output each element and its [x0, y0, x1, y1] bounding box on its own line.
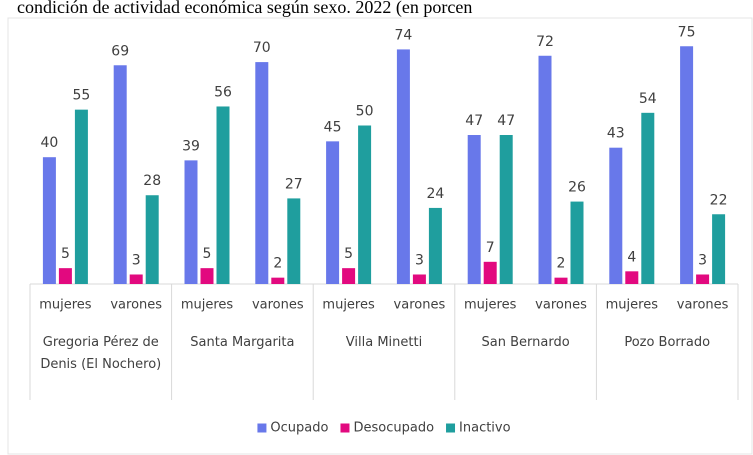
- value-label: 3: [415, 252, 424, 268]
- legend-swatch: [257, 423, 267, 433]
- group-label: Santa Margarita: [190, 335, 294, 350]
- bar: [483, 261, 497, 284]
- value-label: 2: [273, 256, 282, 272]
- bar: [58, 268, 72, 284]
- bar: [200, 268, 214, 284]
- x-tick-label: mujeres: [606, 298, 659, 313]
- value-label: 43: [607, 126, 625, 142]
- bar: [467, 135, 481, 284]
- x-tick-label: mujeres: [181, 298, 234, 313]
- value-label: 4: [627, 249, 636, 265]
- value-label: 22: [710, 192, 728, 208]
- group-label: Gregoria Pérez de Denis (El Nochero): [40, 335, 161, 372]
- chart-frame: [7, 17, 753, 455]
- x-tick-label: mujeres: [464, 298, 517, 313]
- value-label: 74: [394, 27, 412, 43]
- bar: [145, 195, 159, 284]
- bar: [680, 46, 694, 284]
- group-label-line: Santa Margarita: [190, 335, 294, 350]
- value-label: 28: [143, 173, 161, 189]
- bar: [113, 65, 127, 285]
- legend-label: Ocupado: [270, 421, 328, 436]
- value-label: 54: [639, 91, 657, 107]
- value-label: 5: [203, 246, 212, 262]
- bar: [625, 271, 639, 284]
- bar: [538, 55, 552, 285]
- bar: [271, 277, 285, 284]
- value-label: 69: [111, 43, 129, 59]
- bar: [412, 274, 426, 284]
- bar: [712, 214, 726, 284]
- group-label-line: Villa Minetti: [346, 335, 422, 350]
- group-label-line: Denis (El Nochero): [40, 357, 161, 372]
- value-label: 75: [678, 24, 696, 40]
- bar: [216, 106, 230, 284]
- bar: [570, 201, 584, 284]
- bar: [287, 198, 301, 284]
- bar: [641, 112, 655, 284]
- value-label: 5: [344, 246, 353, 262]
- bar: [554, 277, 568, 284]
- bar: [42, 157, 56, 284]
- x-tick-label: varones: [535, 298, 587, 313]
- value-label: 24: [426, 186, 444, 202]
- bar: [255, 62, 269, 284]
- chart-title: condición de actividad económica según s…: [17, 0, 472, 18]
- legend-label: Desocupado: [353, 421, 434, 436]
- value-label: 56: [214, 84, 232, 100]
- value-label: 70: [253, 40, 271, 56]
- bar: [696, 274, 710, 284]
- bar: [74, 109, 88, 285]
- group-label: San Bernardo: [482, 335, 570, 350]
- value-label: 47: [465, 113, 483, 129]
- value-label: 27: [285, 176, 303, 192]
- bar: [129, 274, 143, 284]
- x-tick-label: mujeres: [39, 298, 92, 313]
- value-label: 26: [568, 180, 586, 196]
- bar: [342, 268, 356, 284]
- legend-swatch: [446, 423, 456, 433]
- group-label-line: Pozo Borrado: [624, 335, 710, 350]
- value-label: 7: [486, 240, 495, 256]
- value-label: 39: [182, 138, 200, 154]
- legend-label: Inactivo: [459, 421, 511, 436]
- legend-swatch: [340, 423, 350, 433]
- group-label: Pozo Borrado: [624, 335, 710, 350]
- x-tick-label: mujeres: [322, 298, 375, 313]
- bar: [609, 147, 623, 284]
- bar: [499, 135, 513, 284]
- value-label: 5: [61, 246, 70, 262]
- value-label: 40: [40, 135, 58, 151]
- x-tick-label: varones: [110, 298, 162, 313]
- group-label-line: San Bernardo: [482, 335, 570, 350]
- bar: [358, 125, 372, 284]
- value-label: 3: [132, 252, 141, 268]
- value-label: 2: [557, 256, 566, 272]
- x-tick-label: varones: [677, 298, 729, 313]
- group-label: Villa Minetti: [346, 335, 422, 350]
- group-label-line: Gregoria Pérez de: [43, 335, 159, 350]
- bar: [396, 49, 410, 284]
- value-label: 45: [324, 119, 342, 135]
- value-label: 47: [497, 113, 515, 129]
- value-label: 55: [72, 88, 90, 104]
- bar: [428, 207, 442, 284]
- value-label: 3: [698, 252, 707, 268]
- bar: [326, 141, 340, 284]
- bar: [184, 160, 198, 284]
- x-tick-label: varones: [252, 298, 304, 313]
- value-label: 50: [356, 104, 374, 120]
- value-label: 72: [536, 34, 554, 50]
- x-tick-label: varones: [394, 298, 446, 313]
- legend: Ocupado Desocupado Inactivo: [257, 421, 511, 436]
